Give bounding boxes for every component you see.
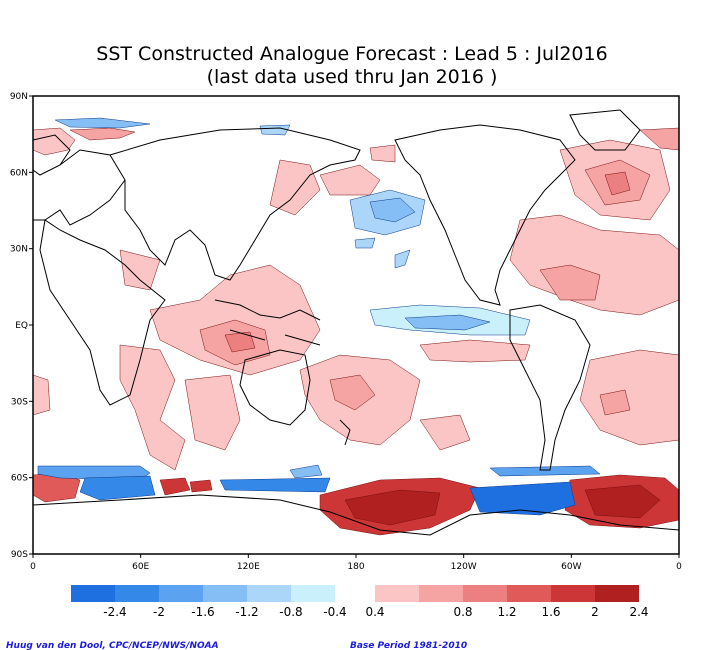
anomaly-region bbox=[32, 374, 51, 416]
anomaly-region bbox=[469, 481, 576, 516]
anomaly-region bbox=[344, 489, 441, 526]
anomaly-region bbox=[394, 249, 411, 269]
colorbar-swatch-positive bbox=[463, 585, 507, 602]
title-line-1: SST Constructed Analogue Forecast : Lead… bbox=[96, 43, 607, 65]
positive-anomaly-regions bbox=[32, 127, 680, 536]
asia-coast bbox=[109, 127, 361, 281]
colorbar-swatch-negative bbox=[203, 585, 247, 602]
lat-tick-label: 90S bbox=[11, 550, 28, 560]
north-america-coast bbox=[394, 124, 576, 306]
credit-author: Huug van den Dool, CPC/NCEP/NWS/NOAA bbox=[6, 641, 219, 650]
lon-tick-label: 60W bbox=[561, 562, 581, 572]
anomaly-region bbox=[539, 264, 601, 301]
anomaly-region bbox=[509, 214, 680, 316]
title-line-2: (last data used thru Jan 2016 ) bbox=[207, 66, 498, 88]
south-america-coast bbox=[509, 304, 591, 471]
africa-europe-coast bbox=[32, 134, 166, 406]
anomaly-region bbox=[69, 127, 136, 141]
colorbar-swatch-positive bbox=[507, 585, 551, 602]
map-panel bbox=[32, 95, 680, 555]
lon-tick-label: 180 bbox=[347, 562, 364, 572]
anomaly-region bbox=[354, 237, 376, 249]
colorbar-label: 2 bbox=[591, 605, 599, 619]
credit-base-period: Base Period 1981-2010 bbox=[350, 641, 467, 650]
anomaly-region bbox=[119, 344, 186, 471]
lat-tick-label: 60S bbox=[11, 474, 28, 484]
lon-tick-label: 60E bbox=[132, 562, 149, 572]
lat-tick-label: 30S bbox=[11, 397, 28, 407]
anomaly-region bbox=[369, 197, 416, 223]
longitude-axis: 0 60E 120E 180 120W 60W 0 bbox=[30, 554, 682, 572]
anomaly-region bbox=[289, 464, 323, 479]
colorbar-label: -1.6 bbox=[191, 605, 214, 619]
colorbar-label: -0.4 bbox=[323, 605, 346, 619]
colorbar-label: -1.2 bbox=[235, 605, 258, 619]
negative-anomaly-regions bbox=[37, 117, 601, 516]
anomaly-region bbox=[584, 484, 661, 519]
anomaly-region bbox=[419, 339, 531, 363]
anomaly-region bbox=[329, 374, 376, 411]
colorbar-label: -2.4 bbox=[103, 605, 126, 619]
anomaly-region bbox=[184, 374, 241, 451]
colorbar-swatch-negative bbox=[71, 585, 115, 602]
antarctica-coast bbox=[32, 494, 680, 536]
colorbar-swatch-negative bbox=[291, 585, 335, 602]
colorbar-swatch-negative bbox=[247, 585, 291, 602]
lat-tick-label: 60N bbox=[10, 168, 28, 178]
greenland-coast bbox=[569, 109, 641, 151]
colorbar-label: -0.8 bbox=[279, 605, 302, 619]
australia-coast bbox=[239, 349, 311, 426]
lat-tick-label: EQ bbox=[15, 321, 28, 331]
anomaly-region bbox=[404, 314, 491, 331]
anomaly-region bbox=[489, 465, 601, 477]
anomaly-region bbox=[604, 171, 631, 196]
lat-tick-label: 30N bbox=[10, 245, 28, 255]
anomaly-region bbox=[189, 479, 213, 493]
anomaly-region bbox=[419, 414, 471, 451]
colorbar-swatch-negative bbox=[115, 585, 159, 602]
anomaly-region bbox=[319, 164, 381, 196]
anomaly-region bbox=[79, 475, 156, 501]
colorbar-label: 1.6 bbox=[541, 605, 560, 619]
colorbar-label: 1.2 bbox=[497, 605, 516, 619]
anomaly-region bbox=[269, 159, 321, 216]
new-zealand-coast bbox=[339, 419, 351, 446]
colorbar-swatch-negative bbox=[159, 585, 203, 602]
anomaly-region bbox=[579, 349, 680, 446]
anomaly-region bbox=[259, 124, 291, 136]
anomaly-region bbox=[369, 144, 396, 163]
anomaly-region bbox=[54, 117, 151, 129]
lon-tick-label: 120E bbox=[237, 562, 260, 572]
colorbar-label: 0.8 bbox=[453, 605, 472, 619]
coastlines bbox=[32, 109, 680, 536]
colorbar-swatch-positive bbox=[595, 585, 639, 602]
colorbar-swatch-positive bbox=[551, 585, 595, 602]
lon-tick-label: 0 bbox=[676, 562, 682, 572]
anomaly-region bbox=[119, 249, 161, 291]
colorbar: -2.4 -2 -1.6 -1.2 -0.8 -0.4 0.4 0.8 1.2 1.6 2 2.4 bbox=[71, 585, 649, 619]
colorbar-label: 0.4 bbox=[365, 605, 384, 619]
colorbar-label: 2.4 bbox=[629, 605, 648, 619]
maritime-continent-coast bbox=[214, 299, 321, 346]
anomaly-region bbox=[219, 477, 331, 493]
latitude-axis: 90N 60N 30N EQ 30S 60S 90S bbox=[10, 92, 33, 560]
lon-tick-label: 0 bbox=[30, 562, 36, 572]
colorbar-swatch-positive bbox=[375, 585, 419, 602]
lon-tick-label: 120W bbox=[451, 562, 477, 572]
colorbar-label: -2 bbox=[153, 605, 165, 619]
anomaly-region bbox=[159, 477, 191, 496]
anomaly-region bbox=[599, 389, 631, 416]
colorbar-swatch-positive bbox=[419, 585, 463, 602]
lat-tick-label: 90N bbox=[10, 92, 28, 102]
